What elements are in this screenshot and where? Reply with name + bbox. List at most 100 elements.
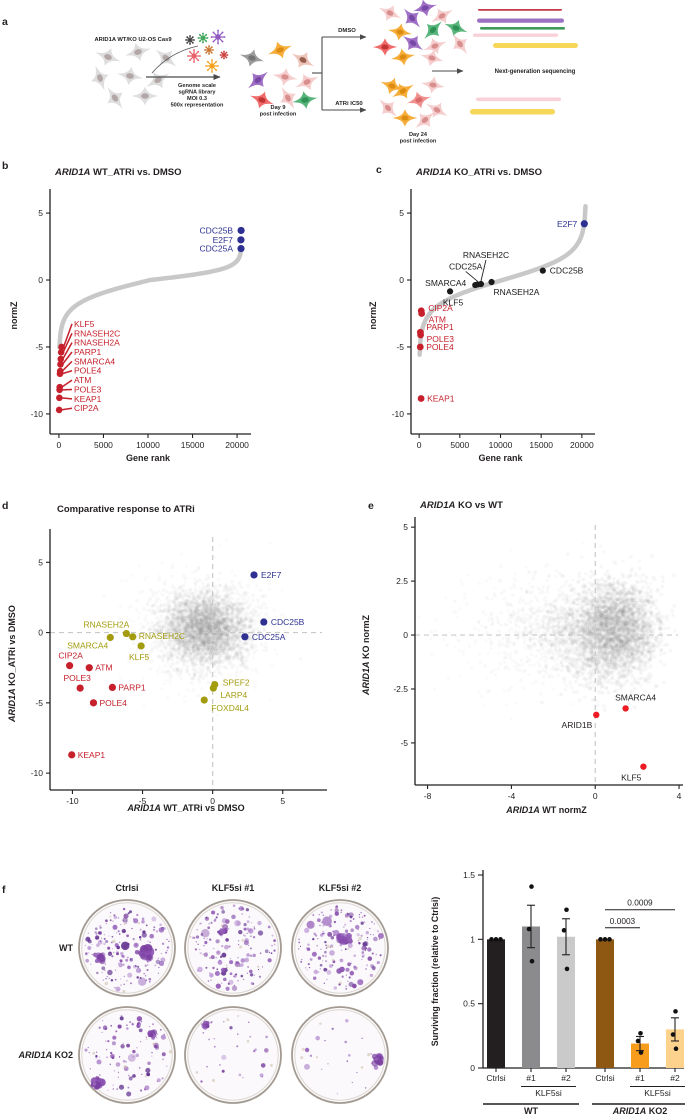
subgroup-label: KLF5si bbox=[644, 1088, 671, 1098]
gene-label-SPEF2: SPEF2 bbox=[223, 678, 250, 688]
panel-letter-c: c bbox=[376, 164, 382, 176]
gene-label-PARP1: PARP1 bbox=[118, 682, 146, 692]
point-POLE3 bbox=[417, 331, 425, 339]
cell-line-label: ARID1A WT/KO U2-OS Cas9 bbox=[94, 37, 172, 43]
point-RNASEH2C bbox=[57, 349, 65, 356]
point-SMARCA4 bbox=[106, 633, 114, 642]
day24-label-line: post infection bbox=[400, 139, 437, 145]
gene-label-KEAP1: KEAP1 bbox=[74, 394, 102, 404]
gene-label-KEAP1: KEAP1 bbox=[427, 394, 455, 404]
replicate-dot bbox=[493, 937, 499, 942]
x-tick-label: 20000 bbox=[570, 440, 594, 450]
day9-label-line: Day 9 bbox=[271, 105, 286, 111]
cell-icon bbox=[249, 91, 275, 109]
gene-label-LARP4: LARP4 bbox=[220, 690, 247, 700]
point-RNASEH2C bbox=[129, 633, 137, 641]
gene-label-PARP1: PARP1 bbox=[426, 322, 454, 332]
atri-label: ATRi IC50 bbox=[335, 101, 363, 107]
replicate-dot bbox=[564, 966, 570, 972]
gene-label-RNASEH2A: RNASEH2A bbox=[74, 338, 120, 348]
cell-icon bbox=[116, 66, 144, 86]
sequencing-read-bar bbox=[470, 109, 555, 115]
x-tick-label: 5000 bbox=[450, 440, 469, 450]
replicate-dot bbox=[635, 1038, 641, 1044]
gene-label-E2F7: E2F7 bbox=[261, 570, 282, 580]
point-POLE3 bbox=[76, 684, 84, 692]
point-RNASEH2A bbox=[57, 355, 65, 363]
cell-icon bbox=[379, 99, 397, 117]
gene-label-ATM: ATM bbox=[95, 663, 112, 673]
x-tick-label: 20000 bbox=[225, 440, 249, 450]
dmso-label: DMSO bbox=[338, 28, 356, 34]
cell-icon bbox=[423, 37, 447, 55]
x-tick-label: 10000 bbox=[489, 440, 513, 450]
sequencing-read-bar bbox=[473, 33, 558, 37]
y-tick-label: -10 bbox=[31, 768, 44, 778]
dish-column-header: KLF5si #1 bbox=[212, 883, 255, 893]
replicate-dot bbox=[564, 907, 569, 913]
cell-icon bbox=[420, 76, 446, 94]
panel-f-colony-dishes: Ctrlsi KLF5si #1 KLF5si #2 WT ARID1A KO2 bbox=[17, 883, 389, 1104]
point-KLF5 bbox=[640, 763, 647, 770]
chart-title: Comparative response to ATRi bbox=[57, 504, 195, 515]
chart-title: ARID1A KO vs WT bbox=[419, 500, 503, 511]
x-axis-label: Gene rank bbox=[126, 453, 171, 463]
colony-dish-1-2 bbox=[291, 1006, 389, 1104]
gene-label-POLE4: POLE4 bbox=[426, 342, 454, 352]
dish-row-header: WT bbox=[59, 943, 73, 953]
bar-Ctrlsi-0 bbox=[487, 939, 505, 1068]
y-axis-label: normZ bbox=[9, 301, 19, 330]
gene-label-KLF5: KLF5 bbox=[443, 297, 464, 307]
gene-label-CIP2A: CIP2A bbox=[428, 303, 453, 313]
point-POLE3 bbox=[56, 386, 63, 394]
x-tick-label: 5000 bbox=[94, 440, 113, 450]
gene-label-CIP2A: CIP2A bbox=[74, 403, 99, 413]
cell-icon bbox=[387, 23, 413, 41]
day24-label-line: Day 24 bbox=[409, 132, 428, 138]
day9-label-line: post infection bbox=[260, 112, 297, 118]
point-CDC25A bbox=[241, 633, 249, 641]
x-tick-label: 0 bbox=[593, 791, 598, 801]
library-label-line: 500x representation bbox=[171, 103, 224, 109]
bar-#1-1 bbox=[522, 926, 540, 1068]
y-tick-label: 1.5 bbox=[463, 870, 475, 880]
y-tick-label: 1 bbox=[470, 934, 475, 944]
point-ATM bbox=[85, 664, 93, 672]
colony-dish-1-0 bbox=[78, 1006, 176, 1104]
y-tick-label: 0 bbox=[38, 275, 43, 285]
panel-d-chart: -10 -5 0 5 5 0 -5 -10 Comparative response to AT… bbox=[7, 504, 327, 813]
replicate-dot bbox=[498, 937, 503, 942]
y-tick-label: -5 bbox=[35, 342, 43, 352]
bar-category-label: #2 bbox=[561, 1073, 571, 1083]
cell-icon bbox=[390, 48, 416, 66]
y-tick-label: 0 bbox=[470, 1063, 475, 1073]
replicate-dot bbox=[638, 1030, 643, 1036]
x-tick-label: 0 bbox=[417, 440, 422, 450]
y-tick-label: 5 bbox=[38, 557, 43, 567]
cell-icon bbox=[292, 91, 318, 109]
y-tick-label: 5 bbox=[38, 208, 43, 218]
bar-category-label: Ctrlsi bbox=[486, 1073, 505, 1083]
gene-label-CDC25B: CDC25B bbox=[271, 617, 305, 627]
gene-label-RNASEH2A: RNASEH2A bbox=[83, 620, 129, 630]
gene-label-CIP2A: CIP2A bbox=[58, 651, 83, 661]
y-axis-label: Surviving fraction (relative to Ctrlsi) bbox=[430, 897, 440, 1047]
y-tick-label: 0 bbox=[403, 630, 408, 640]
panel-letter-f: f bbox=[2, 884, 6, 896]
point-LARP4 bbox=[209, 684, 217, 692]
sequencing-read-bar bbox=[477, 18, 564, 23]
cell-icon bbox=[95, 48, 121, 66]
panel-a-schematic: ARID1A WT/KO U2-OS Cas9 Genome scalesgRNA… bbox=[91, 0, 578, 145]
group-label: WT bbox=[524, 1106, 538, 1116]
sequencing-read-bar bbox=[480, 27, 565, 30]
gene-label-CDC25B: CDC25B bbox=[200, 225, 234, 235]
cell-icon bbox=[131, 86, 159, 106]
virus-icon bbox=[185, 35, 195, 45]
sequencing-read-bar bbox=[478, 9, 562, 11]
replicate-dot bbox=[598, 937, 603, 942]
gene-label-POLE4: POLE4 bbox=[99, 698, 127, 708]
bar-category-label: #1 bbox=[635, 1073, 645, 1083]
gene-label-SMARCA4: SMARCA4 bbox=[425, 278, 466, 288]
x-tick-label: -10 bbox=[66, 796, 79, 806]
cell-icon bbox=[444, 19, 468, 37]
